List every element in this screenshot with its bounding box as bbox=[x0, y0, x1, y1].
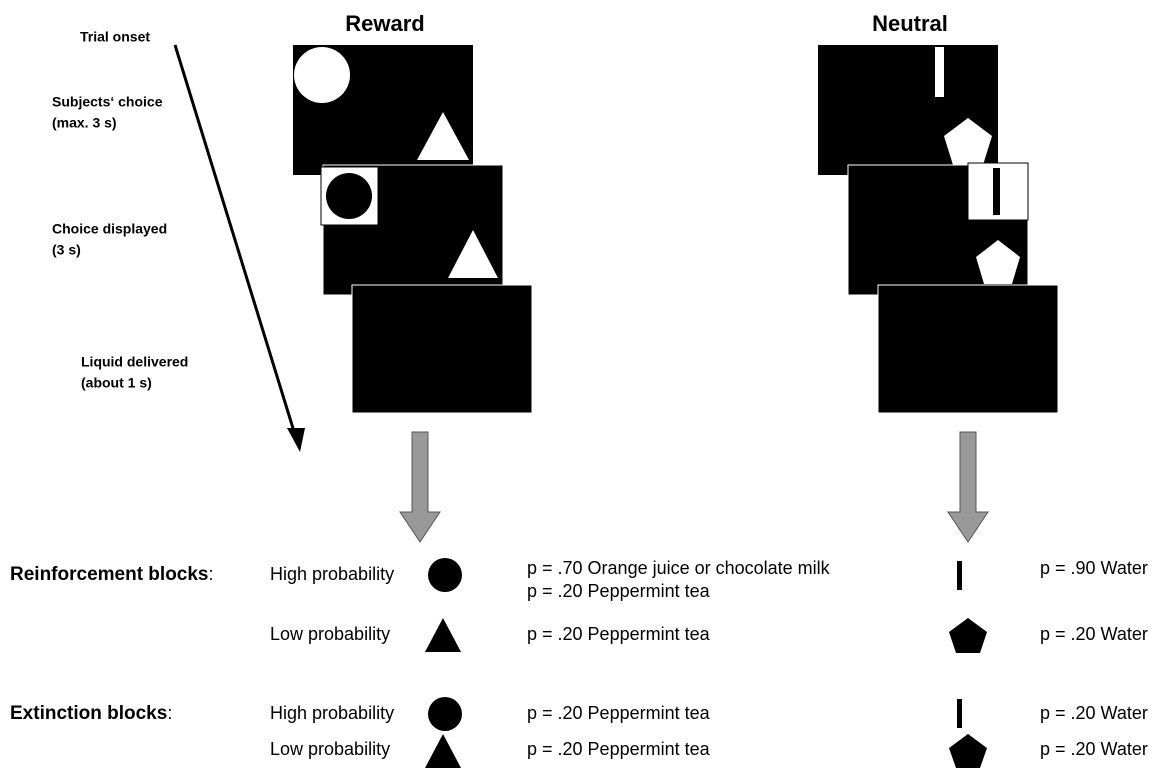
bar bbox=[935, 47, 944, 97]
bar bbox=[993, 168, 1000, 215]
neutral-outcome: p = .90 Water bbox=[1040, 558, 1148, 578]
probability-label: Low probability bbox=[270, 624, 390, 644]
screen bbox=[877, 284, 1059, 414]
timeline-label: Trial onset bbox=[80, 29, 150, 45]
circle bbox=[294, 47, 350, 103]
pentagon bbox=[949, 734, 987, 768]
timeline-label: (about 1 s) bbox=[81, 375, 152, 391]
bar bbox=[957, 561, 962, 590]
down-arrow bbox=[947, 431, 989, 543]
timeline-label: Liquid delivered bbox=[81, 354, 188, 370]
neutral-screens bbox=[818, 45, 1059, 414]
triangle bbox=[417, 112, 469, 160]
neutral-outcome: p = .20 Water bbox=[1040, 739, 1148, 759]
reward-outcome: p = .20 Peppermint tea bbox=[527, 581, 711, 601]
pentagon bbox=[976, 240, 1020, 284]
reward-screens bbox=[293, 45, 533, 414]
probability-label: High probability bbox=[270, 564, 394, 584]
circle bbox=[326, 173, 372, 219]
pentagon bbox=[949, 618, 987, 653]
pentagon bbox=[944, 118, 992, 165]
block-colon: : bbox=[209, 564, 214, 584]
block-name: Extinction blocks: bbox=[10, 703, 172, 724]
timeline-label: Subjects‘ choice bbox=[52, 94, 163, 110]
triangle bbox=[425, 618, 461, 652]
block-rows: Reinforcement blocks: High probability p =… bbox=[10, 558, 1148, 759]
reward-outcome: p = .70 Orange juice or chocolate milk bbox=[527, 558, 831, 578]
time-arrow-head bbox=[287, 428, 305, 452]
reward-outcome: p = .20 Peppermint tea bbox=[527, 739, 711, 759]
timeline-label: (3 s) bbox=[52, 242, 81, 258]
reward-outcome: p = .20 Peppermint tea bbox=[527, 624, 711, 644]
time-arrow bbox=[173, 44, 298, 439]
triangle bbox=[448, 230, 498, 278]
timeline-label: Choice displayed bbox=[52, 221, 167, 237]
circle bbox=[428, 697, 462, 731]
timeline-labels: Trial onset Subjects‘ choice (max. 3 s) Cho… bbox=[52, 29, 188, 391]
probability-label: Low probability bbox=[270, 739, 390, 759]
probability-label: High probability bbox=[270, 703, 394, 723]
block-name-text: Extinction blocks bbox=[10, 703, 167, 724]
timeline-label: (max. 3 s) bbox=[52, 115, 117, 131]
neutral-outcome: p = .20 Water bbox=[1040, 703, 1148, 723]
triangle bbox=[425, 734, 461, 768]
block-name-text: Reinforcement blocks bbox=[10, 564, 209, 585]
block-colon: : bbox=[167, 703, 172, 723]
bar bbox=[957, 699, 962, 728]
neutral-outcome: p = .20 Water bbox=[1040, 624, 1148, 644]
circle bbox=[428, 558, 462, 592]
screen bbox=[351, 284, 533, 414]
block-name: Reinforcement blocks: bbox=[10, 564, 214, 585]
down-arrow bbox=[399, 431, 441, 543]
header-neutral: Neutral bbox=[872, 11, 948, 36]
reward-outcome: p = .20 Peppermint tea bbox=[527, 703, 711, 723]
header-reward: Reward bbox=[345, 11, 424, 36]
